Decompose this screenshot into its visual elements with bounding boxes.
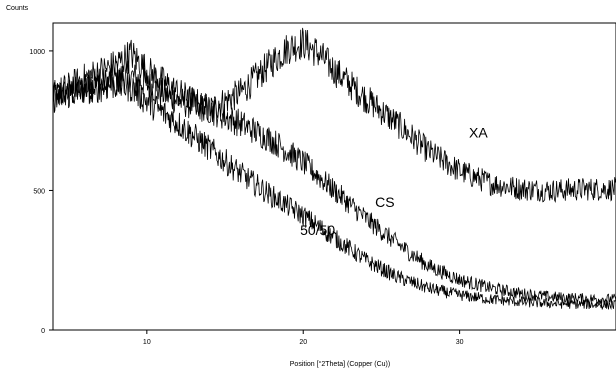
plot-frame — [52, 22, 616, 331]
x-axis-title: Position [°2Theta] (Copper (Cu)) — [290, 360, 390, 368]
series-line-50-50 — [52, 69, 616, 310]
x-tick-label: 30 — [456, 339, 464, 346]
series-label: CS — [375, 194, 394, 210]
y-tick-label: 0 — [41, 328, 45, 335]
series-layer: XA CS 50/50 — [52, 27, 616, 310]
y-axis-title: Counts — [6, 5, 29, 12]
series-label: XA — [469, 124, 488, 140]
series-label: 50/50 — [300, 222, 335, 238]
y-tick-label: 1000 — [29, 49, 45, 56]
y-tick-label: 500 — [33, 188, 45, 195]
axes-layer: 10 20 30 0 500 1000 — [29, 49, 463, 346]
x-tick-label: 20 — [299, 339, 307, 346]
series-line-CS — [52, 39, 616, 305]
x-tick-label: 10 — [143, 339, 151, 346]
